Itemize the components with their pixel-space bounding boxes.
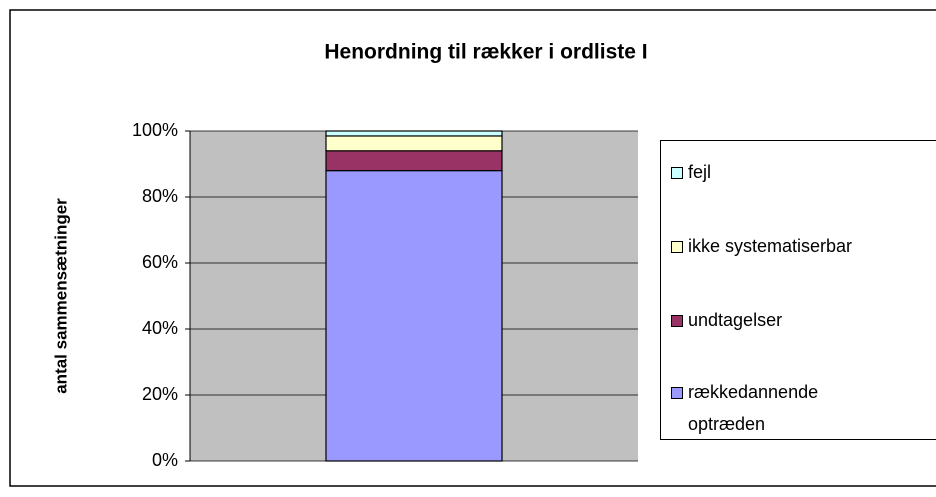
bar-segment — [325, 150, 503, 172]
y-tick-label: 20% — [142, 384, 178, 404]
legend-label: rækkedannende optræden — [688, 382, 819, 434]
bar-segment — [325, 135, 503, 152]
legend-swatch — [671, 241, 683, 253]
bar-segment — [325, 170, 503, 462]
bar-segment — [325, 130, 503, 137]
legend-entry: ikke systematiserbar — [671, 230, 936, 262]
legend-label: ikke systematiserbar — [688, 236, 853, 256]
y-tick-label: 100% — [132, 120, 178, 140]
y-tick-label: 0% — [152, 450, 178, 470]
y-tick-label: 80% — [142, 186, 178, 206]
legend-entry: undtagelser — [671, 304, 871, 336]
legend: fejl ikke systematiserbar undtagelser række… — [660, 140, 936, 440]
chart-title: Henordning til rækker i ordliste I — [324, 41, 647, 64]
y-axis-title: antal sammensætninger — [51, 198, 70, 394]
legend-swatch — [671, 387, 683, 399]
legend-entry: fejl — [671, 156, 871, 188]
legend-label: fejl — [688, 162, 712, 182]
y-tick-label: 60% — [142, 252, 178, 272]
legend-label: undtagelser — [688, 310, 783, 330]
legend-swatch — [671, 315, 683, 327]
legend-swatch — [671, 167, 683, 179]
legend-entry: rækkedannende optræden — [671, 376, 871, 440]
y-tick-label: 40% — [142, 318, 178, 338]
